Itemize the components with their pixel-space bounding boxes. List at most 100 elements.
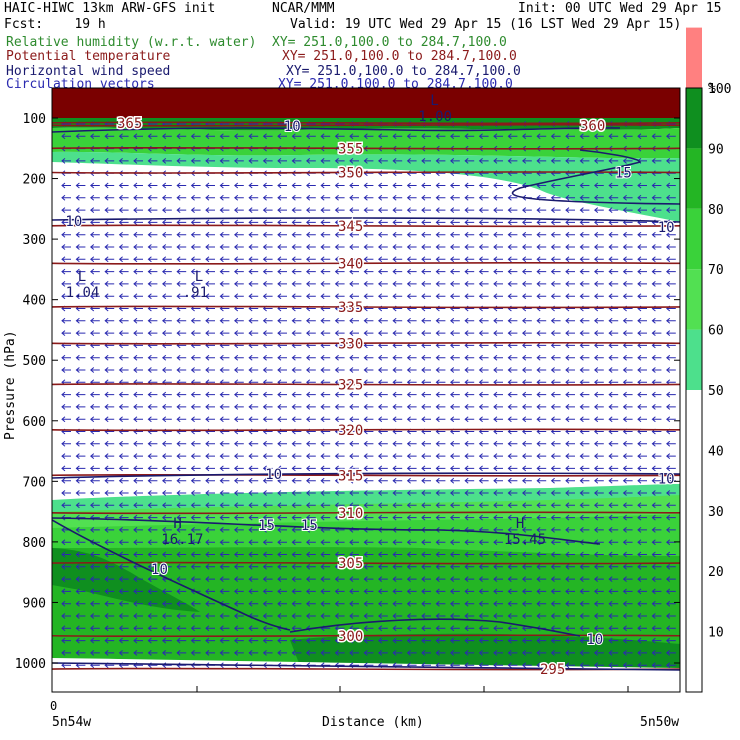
circulation-vector: [320, 465, 331, 472]
circulation-vector: [104, 527, 115, 533]
circulation-vector: [363, 502, 374, 509]
circulation-vector: [493, 662, 503, 669]
circulation-vector: [75, 293, 86, 300]
circulation-vector: [450, 219, 460, 226]
circulation-vector: [162, 625, 172, 632]
colorbar-tick-label: 80: [708, 203, 724, 218]
circulation-vector: [334, 440, 345, 447]
circulation-vector: [608, 440, 619, 447]
circulation-vector: [291, 293, 302, 300]
field-vector-xy: XY= 251.0,100.0 to 284.7,100.0: [278, 78, 513, 88]
circulation-vector: [392, 465, 403, 472]
circulation-vector: [234, 637, 244, 644]
circulation-vector: [104, 502, 115, 509]
circulation-vector: [493, 404, 503, 410]
circulation-vector: [378, 576, 388, 582]
circulation-vector: [450, 182, 460, 189]
circulation-vector: [277, 477, 287, 484]
circulation-vector: [205, 367, 215, 373]
circulation-vector: [450, 416, 460, 423]
circulation-vector: [262, 625, 273, 632]
circulation-vector: [234, 563, 244, 570]
circulation-vector: [262, 613, 273, 619]
circulation-vector: [320, 317, 331, 324]
circulation-vector: [406, 404, 417, 410]
circulation-vector: [608, 194, 619, 201]
circulation-vector: [291, 207, 302, 213]
circulation-vector: [550, 477, 561, 484]
circulation-vector: [622, 158, 633, 164]
circulation-vector: [176, 293, 187, 300]
circulation-vector: [378, 170, 388, 177]
circulation-vector: [162, 600, 172, 607]
circulation-vector: [61, 551, 71, 558]
circulation-vector: [147, 440, 158, 447]
circulation-vector: [421, 158, 431, 164]
circulation-vector: [435, 551, 446, 558]
circulation-vector: [133, 440, 143, 447]
circulation-vector: [306, 440, 316, 447]
circulation-vector: [75, 650, 86, 656]
circulation-vector: [622, 182, 633, 189]
circulation-vector: [219, 391, 230, 398]
circulation-vector: [75, 625, 86, 632]
circulation-vector: [651, 490, 662, 496]
circulation-vector: [147, 244, 158, 250]
circulation-vector: [464, 404, 475, 410]
theta-label-345: 345: [338, 219, 363, 235]
circulation-vector: [147, 514, 158, 521]
circulation-vector: [536, 330, 547, 336]
circulation-vector: [75, 502, 86, 509]
circulation-vector: [234, 613, 244, 619]
circulation-vector: [61, 453, 71, 459]
circulation-vector: [550, 244, 561, 250]
circulation-vector: [118, 207, 129, 213]
circulation-vector: [219, 182, 230, 189]
circulation-vector: [565, 317, 575, 324]
circulation-vector: [450, 588, 460, 595]
circulation-vector: [536, 207, 547, 213]
circulation-vector: [349, 600, 359, 607]
circulation-vector: [450, 440, 460, 447]
circulation-vector: [162, 367, 172, 373]
circulation-vector: [334, 576, 345, 582]
circulation-vector: [421, 613, 431, 619]
circulation-vector: [464, 416, 475, 423]
circulation-vector: [651, 231, 662, 238]
circulation-vector: [320, 477, 331, 484]
circulation-vector: [176, 145, 187, 152]
circulation-vector: [162, 527, 172, 533]
circulation-vector: [133, 133, 143, 140]
circulation-vector: [320, 268, 331, 275]
circulation-vector: [522, 354, 532, 361]
circulation-vector: [550, 194, 561, 201]
circulation-vector: [435, 244, 446, 250]
circulation-vector: [666, 256, 676, 263]
circulation-vector: [651, 256, 662, 263]
circulation-vector: [493, 207, 503, 213]
circulation-vector: [651, 194, 662, 201]
circulation-vector: [550, 281, 561, 287]
circulation-vector: [666, 453, 676, 459]
circulation-vector: [248, 477, 259, 484]
circulation-vector: [666, 207, 676, 213]
circulation-vector: [277, 207, 287, 213]
circulation-vector: [104, 330, 115, 336]
circulation-vector: [622, 354, 633, 361]
circulation-vector: [306, 600, 316, 607]
circulation-vector: [608, 416, 619, 423]
circulation-vector: [90, 477, 100, 484]
circulation-vector: [104, 354, 115, 361]
circulation-vector: [162, 281, 172, 287]
circulation-vector: [550, 465, 561, 472]
circulation-vector: [291, 354, 302, 361]
circulation-vector: [493, 330, 503, 336]
circulation-vector: [190, 317, 201, 324]
circulation-vector: [622, 293, 633, 300]
circulation-vector: [435, 342, 446, 349]
circulation-vector: [421, 330, 431, 336]
circulation-vector: [277, 637, 287, 644]
circulation-vector: [320, 453, 331, 459]
circulation-vector: [190, 219, 201, 226]
circulation-vector: [190, 539, 201, 546]
